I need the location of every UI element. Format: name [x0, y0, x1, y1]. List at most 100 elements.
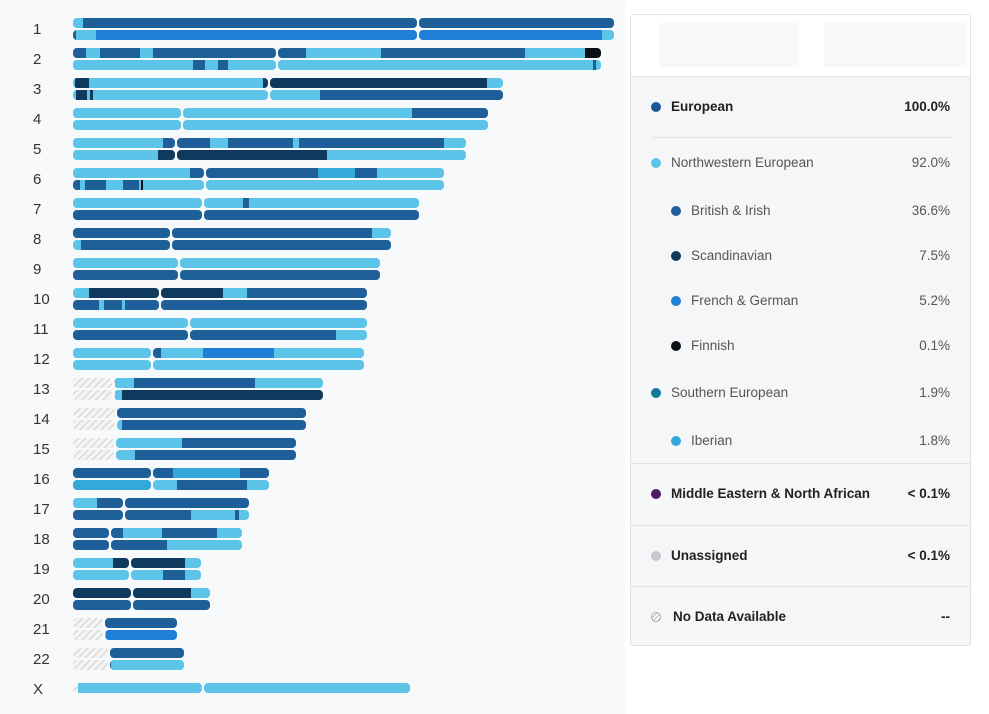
legend-item-iberian[interactable]: Iberian 1.8%	[631, 431, 970, 451]
ancestry-segment	[103, 630, 106, 640]
ancestry-segment	[116, 450, 135, 460]
legend-item-british-irish[interactable]: British & Irish 36.6%	[631, 201, 970, 221]
chromosome-row[interactable]: 3	[33, 78, 503, 100]
chromosome-row[interactable]: 13	[33, 378, 323, 400]
legend-item-no-data-available[interactable]: No Data Available --	[631, 607, 970, 627]
legend-item-middle-eastern-north-african[interactable]: Middle Eastern & North African < 0.1%	[631, 484, 970, 504]
chromosome-strand	[73, 300, 367, 310]
ancestry-segment	[122, 300, 125, 310]
ancestry-segment	[139, 180, 141, 190]
ancestry-segment	[76, 90, 87, 100]
ancestry-segment	[73, 108, 412, 118]
legend-item-european[interactable]: European 100.0%	[631, 97, 970, 117]
chromosome-row[interactable]: 20	[33, 588, 210, 610]
chromosome-label: 10	[33, 291, 50, 308]
ancestry-segment	[228, 60, 593, 70]
legend-item-scandinavian[interactable]: Scandinavian 7.5%	[631, 246, 970, 266]
chromosome-strand	[73, 60, 601, 70]
ancestry-segment	[100, 48, 140, 58]
chromosome-row[interactable]: 18	[33, 528, 242, 550]
chromosome-row[interactable]: X	[33, 681, 410, 698]
chromosome-label: 16	[33, 471, 50, 488]
ancestry-segment	[93, 90, 320, 100]
chromosome-strand	[73, 660, 184, 670]
chromosome-strand	[73, 480, 269, 490]
chromosome-row[interactable]: 15	[33, 438, 296, 460]
ancestry-segment	[73, 30, 76, 40]
ancestry-segment	[585, 48, 601, 58]
chromosome-row[interactable]: 22	[33, 648, 184, 670]
ancestry-segment	[76, 30, 96, 40]
ancestry-segment	[73, 198, 243, 208]
ancestry-segment	[90, 90, 93, 100]
ancestry-segment	[122, 390, 323, 400]
ancestry-segment	[163, 138, 178, 148]
legend-header	[631, 15, 970, 77]
chromosome-label: 11	[33, 321, 49, 338]
northwestern-european-dot-icon	[651, 158, 661, 168]
iberian-dot-icon	[671, 436, 681, 446]
ancestry-segment	[525, 48, 585, 58]
legend-item-unassigned[interactable]: Unassigned < 0.1%	[631, 546, 970, 566]
chromosome-row[interactable]: 17	[33, 498, 249, 520]
ancestry-segment	[73, 18, 83, 28]
ancestry-segment	[318, 168, 355, 178]
legend-item-french-german[interactable]: French & German 5.2%	[631, 291, 970, 311]
ancestry-segment	[178, 150, 327, 160]
chromosome-row[interactable]: 4	[33, 108, 488, 130]
chromosome-row[interactable]: 21	[33, 618, 177, 640]
ancestry-segment	[263, 78, 271, 88]
ancestry-segment	[73, 318, 336, 328]
ancestry-segment	[73, 180, 80, 190]
ancestry-segment	[274, 348, 364, 358]
chromosome-label: 8	[33, 231, 41, 248]
ancestry-segment	[73, 228, 372, 238]
ancestry-segment	[167, 540, 242, 550]
chromosome-row[interactable]: 11	[33, 318, 367, 340]
chromosome-strand	[73, 408, 306, 418]
chromosome-strand	[73, 558, 201, 568]
legend-item-southern-european[interactable]: Southern European 1.9%	[631, 383, 970, 403]
legend-item-northwestern-european[interactable]: Northwestern European 92.0%	[631, 153, 970, 173]
ancestry-segment	[247, 288, 367, 298]
chromosome-label: 7	[33, 201, 41, 218]
ancestry-segment	[109, 660, 111, 670]
chromosome-row[interactable]: 12	[33, 348, 364, 370]
chromosome-row[interactable]: 19	[33, 558, 201, 580]
ancestry-segment	[110, 648, 184, 658]
ancestry-segment	[73, 558, 113, 568]
chromosome-label: 13	[33, 381, 50, 398]
ancestry-segment	[593, 60, 596, 70]
ancestry-segment	[73, 630, 103, 640]
chromosome-strand	[73, 198, 419, 208]
chromosome-strand	[73, 48, 601, 58]
chromosome-row[interactable]: 10	[33, 288, 367, 310]
chromosome-row[interactable]: 9	[33, 258, 380, 280]
chromosome-row[interactable]: 6	[33, 168, 444, 190]
ancestry-segment	[271, 78, 487, 88]
ancestry-legend: European 100.0% Northwestern European 92…	[630, 14, 971, 646]
ancestry-segment	[115, 390, 122, 400]
ancestry-segment	[111, 660, 184, 670]
ancestry-segment	[140, 48, 153, 58]
chromosome-row[interactable]: 7	[33, 198, 419, 220]
chromosome-row[interactable]: 14	[33, 408, 306, 430]
legend-divider	[631, 525, 970, 526]
chromosome-row[interactable]: 2	[33, 48, 601, 70]
ancestry-segment	[163, 570, 185, 580]
ancestry-segment	[336, 330, 367, 340]
legend-divider	[631, 463, 970, 464]
ancestry-segment	[139, 378, 148, 388]
chromosome-row[interactable]: 1	[33, 18, 614, 40]
ancestry-segment	[85, 180, 106, 190]
chromosome-row[interactable]: 5	[33, 138, 466, 160]
british-irish-dot-icon	[671, 206, 681, 216]
ancestry-segment	[306, 48, 381, 58]
legend-item-finnish[interactable]: Finnish 0.1%	[631, 336, 970, 356]
chromosome-row[interactable]: 8	[33, 228, 391, 250]
chromosome-strand	[73, 390, 323, 400]
mena-dot-icon	[651, 489, 661, 499]
chromosome-row[interactable]: 16	[33, 468, 269, 490]
ancestry-segment	[73, 168, 190, 178]
